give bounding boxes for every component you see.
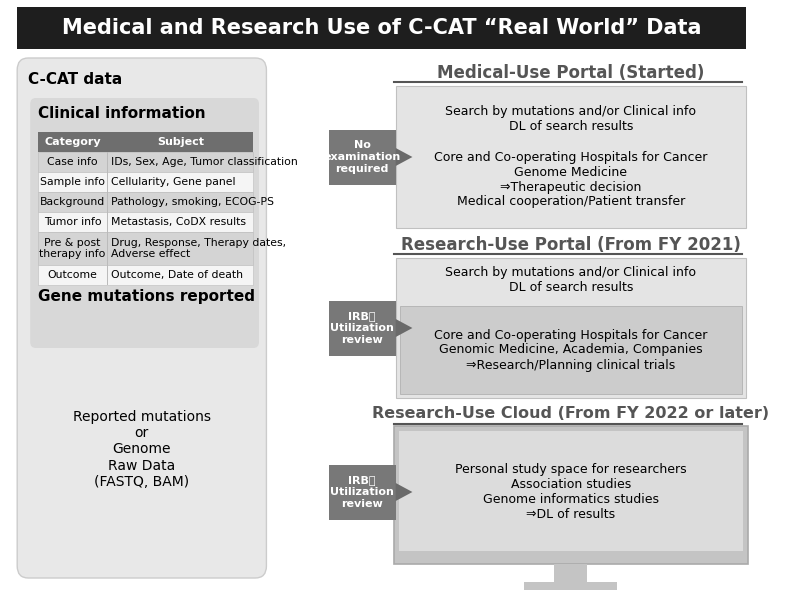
Bar: [400, 306, 742, 394]
FancyBboxPatch shape: [17, 58, 266, 578]
Text: Core and Co-operating Hospitals for Cancer
Genomic Medicine, Academia, Companies: Core and Co-operating Hospitals for Canc…: [434, 329, 708, 372]
Bar: [38, 172, 254, 192]
Text: Search by mutations and/or Clinical info
DL of search results

Core and Co-opera: Search by mutations and/or Clinical info…: [434, 106, 708, 208]
Text: Case info: Case info: [47, 157, 98, 167]
Bar: [396, 258, 746, 398]
Polygon shape: [396, 143, 413, 171]
Polygon shape: [396, 314, 413, 342]
Text: Clinical information: Clinical information: [38, 106, 206, 121]
Bar: [38, 192, 254, 212]
Bar: [329, 464, 396, 520]
Text: Research-Use Portal (From FY 2021): Research-Use Portal (From FY 2021): [401, 236, 741, 254]
Text: Gene mutations reported: Gene mutations reported: [38, 289, 254, 304]
Text: IRB・
Utilization
review: IRB・ Utilization review: [330, 312, 394, 345]
Text: Outcome, Date of death: Outcome, Date of death: [111, 270, 243, 280]
Polygon shape: [396, 478, 413, 506]
Text: Sample info: Sample info: [40, 177, 105, 187]
Text: Medical and Research Use of C-CAT “Real World” Data: Medical and Research Use of C-CAT “Real …: [62, 18, 702, 38]
Text: Pathology, smoking, ECOG-PS: Pathology, smoking, ECOG-PS: [111, 197, 274, 207]
Bar: [38, 265, 254, 285]
Text: Research-Use Cloud (From FY 2022 or later): Research-Use Cloud (From FY 2022 or late…: [373, 406, 770, 421]
Bar: [38, 212, 254, 232]
Bar: [38, 152, 254, 172]
Text: Search by mutations and/or Clinical info
DL of search results: Search by mutations and/or Clinical info…: [446, 266, 697, 294]
Text: No
examination
required: No examination required: [323, 140, 401, 173]
Text: Subject: Subject: [157, 137, 204, 147]
Bar: [396, 86, 746, 228]
Bar: [399, 431, 742, 551]
Text: Outcome: Outcome: [47, 270, 98, 280]
Bar: [524, 582, 617, 590]
Text: Pre & post
therapy info: Pre & post therapy info: [39, 238, 106, 259]
Text: Medical-Use Portal (Started): Medical-Use Portal (Started): [438, 64, 705, 82]
Text: Cellularity, Gene panel: Cellularity, Gene panel: [111, 177, 236, 187]
Text: Category: Category: [44, 137, 101, 147]
Text: Metastasis, CoDX results: Metastasis, CoDX results: [111, 217, 246, 227]
FancyBboxPatch shape: [30, 98, 259, 348]
Text: IRB・
Utilization
review: IRB・ Utilization review: [330, 476, 394, 509]
Bar: [554, 564, 587, 582]
Text: Personal study space for researchers
Association studies
Genome informatics stud: Personal study space for researchers Ass…: [455, 463, 686, 521]
Bar: [329, 129, 396, 185]
Text: Background: Background: [40, 197, 105, 207]
Bar: [38, 132, 254, 152]
Bar: [394, 426, 748, 564]
Text: IDs, Sex, Age, Tumor classification: IDs, Sex, Age, Tumor classification: [111, 157, 298, 167]
Text: Drug, Response, Therapy dates,
Adverse effect: Drug, Response, Therapy dates, Adverse e…: [111, 238, 286, 259]
Text: C-CAT data: C-CAT data: [28, 72, 122, 87]
Text: Tumor info: Tumor info: [44, 217, 102, 227]
Bar: [17, 7, 746, 49]
Bar: [329, 300, 396, 356]
Text: Reported mutations
or
Genome
Raw Data
(FASTQ, BAM): Reported mutations or Genome Raw Data (F…: [73, 410, 211, 489]
Bar: [38, 232, 254, 265]
